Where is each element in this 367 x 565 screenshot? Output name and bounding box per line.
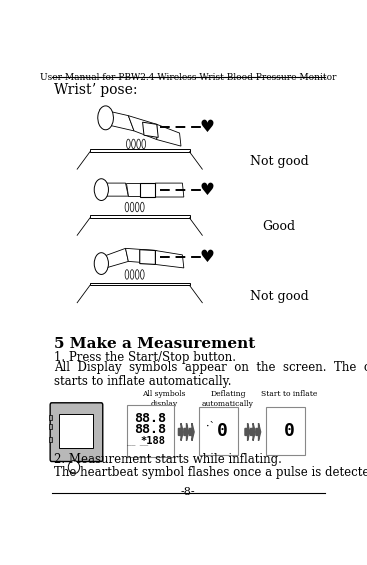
Polygon shape bbox=[250, 423, 255, 441]
Polygon shape bbox=[90, 282, 189, 285]
Ellipse shape bbox=[135, 270, 139, 279]
Text: 88.8: 88.8 bbox=[134, 411, 166, 424]
Text: -8-: -8- bbox=[181, 487, 195, 497]
Ellipse shape bbox=[141, 270, 144, 279]
Text: User Manual for PBW2.4 Wireless Wrist Blood Pressure Monitor: User Manual for PBW2.4 Wireless Wrist Bl… bbox=[40, 73, 336, 82]
Polygon shape bbox=[142, 122, 158, 137]
Ellipse shape bbox=[130, 270, 134, 279]
Polygon shape bbox=[155, 183, 184, 197]
Text: *188: *188 bbox=[140, 436, 165, 446]
Text: 88.8: 88.8 bbox=[134, 423, 166, 436]
Ellipse shape bbox=[68, 460, 80, 473]
Text: __ __: __ __ bbox=[127, 439, 148, 445]
Text: ♥: ♥ bbox=[199, 119, 214, 136]
Polygon shape bbox=[178, 423, 183, 441]
Polygon shape bbox=[189, 423, 194, 441]
Ellipse shape bbox=[141, 202, 144, 212]
Bar bbox=[59, 414, 93, 449]
Bar bbox=[200, 407, 238, 455]
Polygon shape bbox=[256, 423, 261, 441]
Text: 0: 0 bbox=[283, 422, 294, 440]
Text: All symbols
display: All symbols display bbox=[142, 390, 186, 407]
Polygon shape bbox=[96, 249, 128, 270]
Text: ♥: ♥ bbox=[199, 248, 214, 266]
Polygon shape bbox=[155, 250, 184, 268]
Bar bbox=[49, 424, 52, 429]
Polygon shape bbox=[128, 116, 157, 140]
Ellipse shape bbox=[98, 106, 113, 130]
Ellipse shape bbox=[94, 179, 109, 201]
Polygon shape bbox=[157, 124, 181, 146]
Text: 2. Measurement starts while inflating.: 2. Measurement starts while inflating. bbox=[54, 453, 282, 466]
Bar bbox=[266, 407, 305, 455]
Ellipse shape bbox=[137, 139, 141, 149]
Polygon shape bbox=[96, 183, 128, 196]
Ellipse shape bbox=[125, 270, 129, 279]
Ellipse shape bbox=[130, 202, 134, 212]
Ellipse shape bbox=[94, 253, 109, 275]
Text: 0: 0 bbox=[217, 422, 228, 440]
Polygon shape bbox=[184, 423, 189, 441]
Polygon shape bbox=[126, 183, 157, 196]
Text: All  Display  symbols  appear  on  the  screen.  The  cuff: All Display symbols appear on the screen… bbox=[54, 362, 367, 375]
Polygon shape bbox=[126, 249, 157, 263]
Bar bbox=[49, 437, 52, 442]
Text: starts to inflate automatically.: starts to inflate automatically. bbox=[54, 375, 232, 388]
Text: ·`: ·` bbox=[206, 421, 215, 432]
Polygon shape bbox=[90, 215, 189, 218]
Polygon shape bbox=[140, 250, 155, 264]
Text: 5 Make a Measurement: 5 Make a Measurement bbox=[54, 337, 256, 351]
Ellipse shape bbox=[127, 139, 130, 149]
Text: Not good: Not good bbox=[250, 155, 309, 168]
Text: Not good: Not good bbox=[250, 290, 309, 303]
Polygon shape bbox=[245, 423, 250, 441]
Polygon shape bbox=[100, 109, 134, 131]
Text: Wristʼ pose:: Wristʼ pose: bbox=[54, 83, 138, 97]
Ellipse shape bbox=[142, 139, 146, 149]
Polygon shape bbox=[140, 183, 155, 197]
Ellipse shape bbox=[132, 139, 135, 149]
Text: Deflating
automatically: Deflating automatically bbox=[202, 390, 254, 407]
Bar bbox=[127, 405, 174, 457]
Polygon shape bbox=[90, 149, 189, 152]
Bar bbox=[49, 415, 52, 420]
Text: 1. Press the Start/Stop button.: 1. Press the Start/Stop button. bbox=[54, 350, 236, 364]
Text: Start to inflate: Start to inflate bbox=[261, 390, 317, 398]
Text: The heartbeat symbol flashes once a pulse is detected.: The heartbeat symbol flashes once a puls… bbox=[54, 466, 367, 479]
Text: Good: Good bbox=[262, 220, 296, 233]
Text: ♥: ♥ bbox=[199, 181, 214, 199]
FancyBboxPatch shape bbox=[50, 403, 103, 462]
Ellipse shape bbox=[135, 202, 139, 212]
Ellipse shape bbox=[125, 202, 129, 212]
